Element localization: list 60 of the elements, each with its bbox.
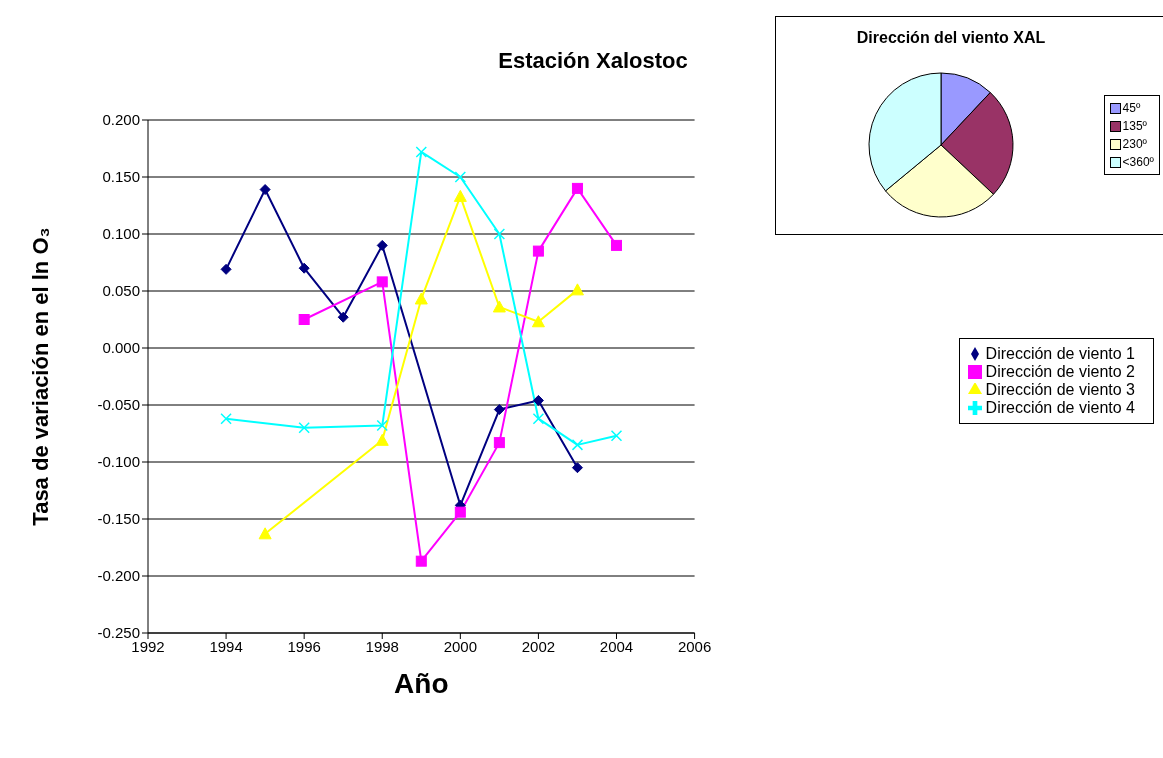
y-tick-label: 0.000 (102, 339, 140, 357)
point (532, 412, 545, 425)
point (571, 462, 583, 474)
point (571, 439, 584, 451)
x-tick-label: 1996 (287, 637, 321, 655)
point (337, 311, 349, 323)
point (493, 437, 505, 449)
point (532, 394, 544, 406)
legend-label: 135º (1122, 118, 1147, 135)
legend-label: Dirección de viento 1 (985, 344, 1135, 362)
point (376, 276, 388, 288)
point (493, 404, 505, 416)
y-tick-label: 0.050 (102, 282, 140, 300)
point (570, 283, 584, 296)
x-tick-label: 1998 (365, 637, 399, 655)
legend-label: 45º (1122, 100, 1141, 117)
y-tick-label: -0.150 (97, 510, 140, 528)
point (298, 314, 310, 325)
point (259, 184, 271, 196)
y-axis-title: Tasa de variación en el ln O₃ (27, 227, 53, 526)
chart-title: Dirección del viento XAL (855, 29, 1047, 47)
point (493, 228, 506, 240)
point (376, 419, 388, 432)
legend-label: Dirección de viento 2 (985, 362, 1135, 380)
point (454, 506, 466, 518)
point (611, 239, 622, 251)
point (375, 433, 389, 446)
x-tick-label: 2006 (677, 637, 712, 655)
point (610, 430, 623, 442)
point (532, 245, 544, 257)
y-tick-label: -0.050 (97, 396, 140, 414)
point (531, 315, 545, 328)
y-tick-label: -0.200 (97, 567, 140, 585)
point (298, 262, 310, 274)
y-tick-label: 0.150 (102, 168, 140, 186)
point (414, 292, 428, 305)
point (415, 555, 427, 567)
chart-title: Estación Xalostoc (497, 48, 689, 74)
point (376, 239, 388, 251)
x-tick-label: 1994 (209, 637, 243, 655)
point (453, 189, 467, 202)
legend-label: Dirección de viento 3 (985, 380, 1135, 398)
x-axis-title: Año (394, 668, 449, 699)
point (298, 422, 310, 434)
legend-label: 230º (1122, 136, 1147, 153)
point (571, 182, 583, 194)
point (258, 527, 272, 540)
legend-label: <360º (1122, 154, 1154, 171)
x-tick-label: 2004 (599, 637, 634, 655)
x-tick-label: 2002 (521, 637, 556, 655)
point (454, 171, 467, 183)
legend-label: Dirección de viento 4 (985, 398, 1135, 416)
point (492, 300, 506, 313)
point (415, 146, 428, 158)
point (220, 263, 232, 275)
y-tick-label: 0.200 (102, 111, 140, 129)
x-tick-label: 2000 (443, 637, 478, 655)
point (220, 412, 232, 425)
y-tick-label: -0.100 (97, 453, 140, 471)
y-tick-label: 0.100 (102, 225, 140, 243)
